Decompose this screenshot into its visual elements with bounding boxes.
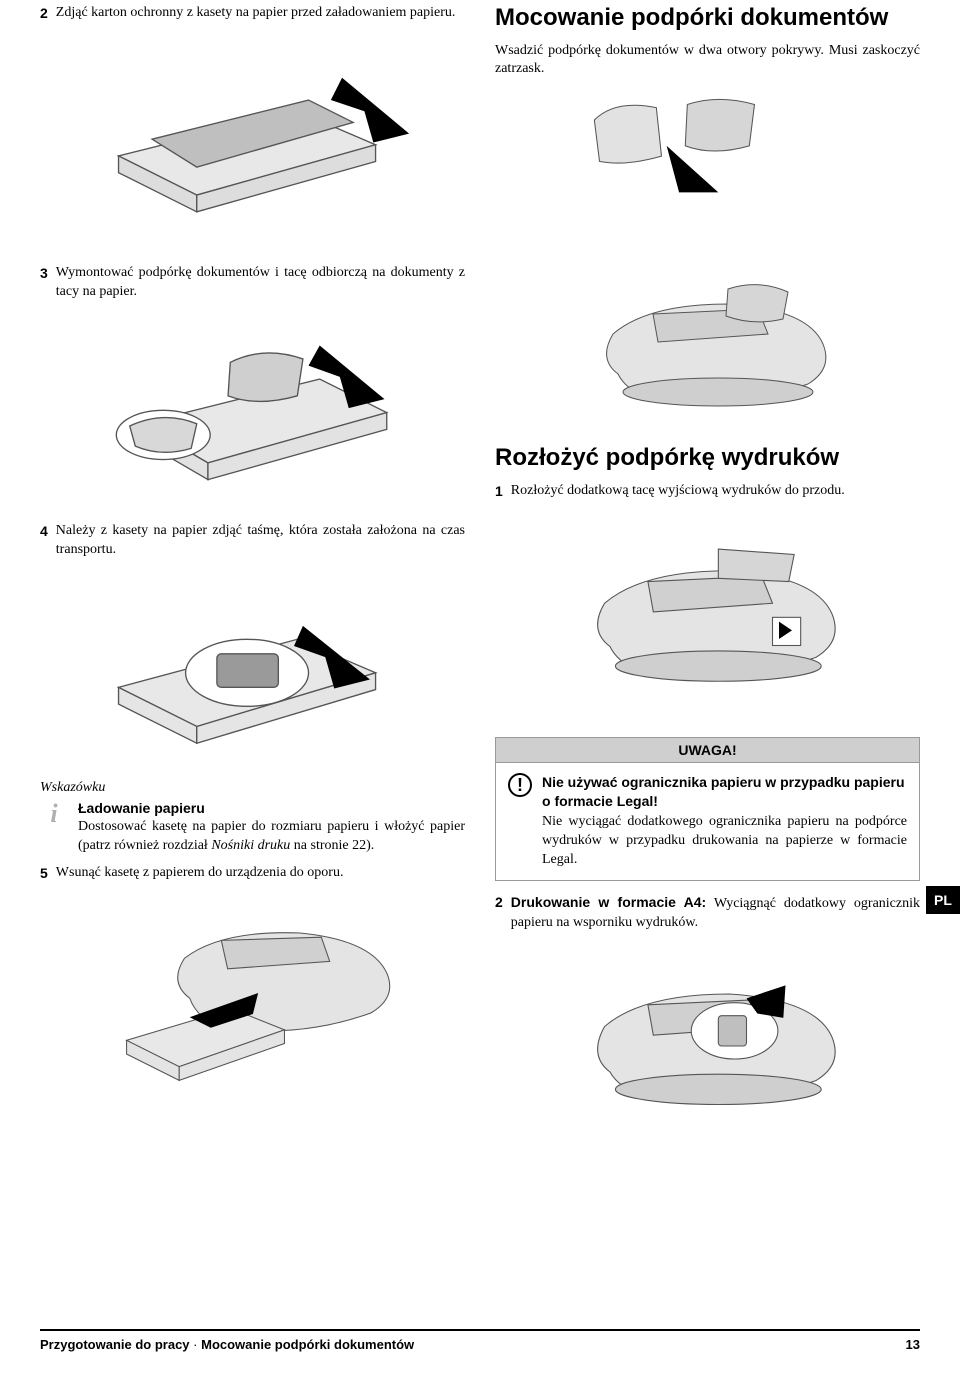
step-text: Rozłożyć dodatkową tacę wyjściową wydruk… — [511, 482, 920, 501]
step-text: Wsunąć kasetę z papierem do urządzenia d… — [56, 864, 465, 883]
illustration-printer-open-tray — [495, 522, 920, 717]
step-number: 2 — [495, 893, 503, 933]
warning-title: Nie używać ogranicznika papieru w przypa… — [542, 773, 907, 811]
step-text: Zdjąć karton ochronny z kasety na papier… — [56, 4, 465, 23]
illustration-tray-cardboard — [40, 33, 465, 223]
step-number: 2 — [40, 4, 48, 23]
hint-title: Ładowanie papieru — [78, 800, 465, 816]
warning-box: UWAGA! ! Nie używać ogranicznika papieru… — [495, 737, 920, 880]
footer-subsection: Mocowanie podpórki dokumentów — [201, 1337, 414, 1352]
step-r2: 2 Drukowanie w formacie A4: Wyciągnąć do… — [495, 893, 920, 933]
step-lead-bold: Drukowanie w formacie A4: — [511, 894, 706, 910]
step-number: 4 — [40, 522, 48, 560]
step-4: 4 Należy z kasety na papier zdjąć taśmę,… — [40, 522, 465, 560]
heading-rozlozyc: Rozłożyć podpórkę wydruków — [495, 444, 920, 472]
step-3: 3 Wymontować podpórkę dokumentów i tacę … — [40, 264, 465, 302]
step-5: 5 Wsunąć kasetę z papierem do urządzenia… — [40, 864, 465, 883]
step-text: Wymontować podpórkę dokumentów i tacę od… — [56, 264, 465, 302]
illustration-remove-tape — [40, 570, 465, 760]
warning-body: Nie wyciągać dodatkowego ogranicznika pa… — [542, 814, 907, 867]
step-r1: 1 Rozłożyć dodatkową tacę wyjściową wydr… — [495, 482, 920, 501]
step-number: 3 — [40, 264, 48, 302]
hint-block: Wskazówku i Ładowanie papieru Dostosować… — [40, 780, 465, 856]
footer-separator: · — [190, 1337, 202, 1352]
footer-section: Przygotowanie do pracy — [40, 1337, 190, 1352]
step-2: 2 Zdjąć karton ochronny z kasety na papi… — [40, 4, 465, 23]
illustration-printer-limiter — [495, 942, 920, 1137]
footer-page: 13 — [906, 1337, 920, 1352]
heading-mocowanie: Mocowanie podpórki dokumentów — [495, 4, 920, 32]
exclamation-icon: ! — [508, 773, 532, 797]
step-text: Drukowanie w formacie A4: Wyciągnąć doda… — [511, 893, 920, 933]
illustration-insert-cassette — [40, 893, 465, 1093]
step-number: 5 — [40, 864, 48, 883]
hint-body-tail: na stronie 22). — [290, 838, 374, 853]
warning-header: UWAGA! — [496, 738, 919, 763]
sec1-body: Wsadzić podpórkę dokumentów w dwa otwory… — [495, 42, 920, 80]
illustration-remove-trays — [40, 312, 465, 502]
info-icon: i — [40, 800, 68, 828]
illustration-doc-support — [495, 89, 920, 244]
step-text: Należy z kasety na papier zdjąć taśmę, k… — [56, 522, 465, 560]
page-footer: Przygotowanie do pracy · Mocowanie podpó… — [40, 1329, 920, 1352]
hint-body: Dostosować kasetę na papier do rozmiaru … — [78, 818, 465, 856]
hint-body-em: Nośniki druku — [211, 838, 290, 853]
footer-left: Przygotowanie do pracy · Mocowanie podpó… — [40, 1337, 414, 1352]
step-number: 1 — [495, 482, 503, 501]
illustration-printer-1 — [495, 264, 920, 424]
language-tab: PL — [926, 886, 960, 914]
hint-label: Wskazówku — [40, 780, 465, 796]
